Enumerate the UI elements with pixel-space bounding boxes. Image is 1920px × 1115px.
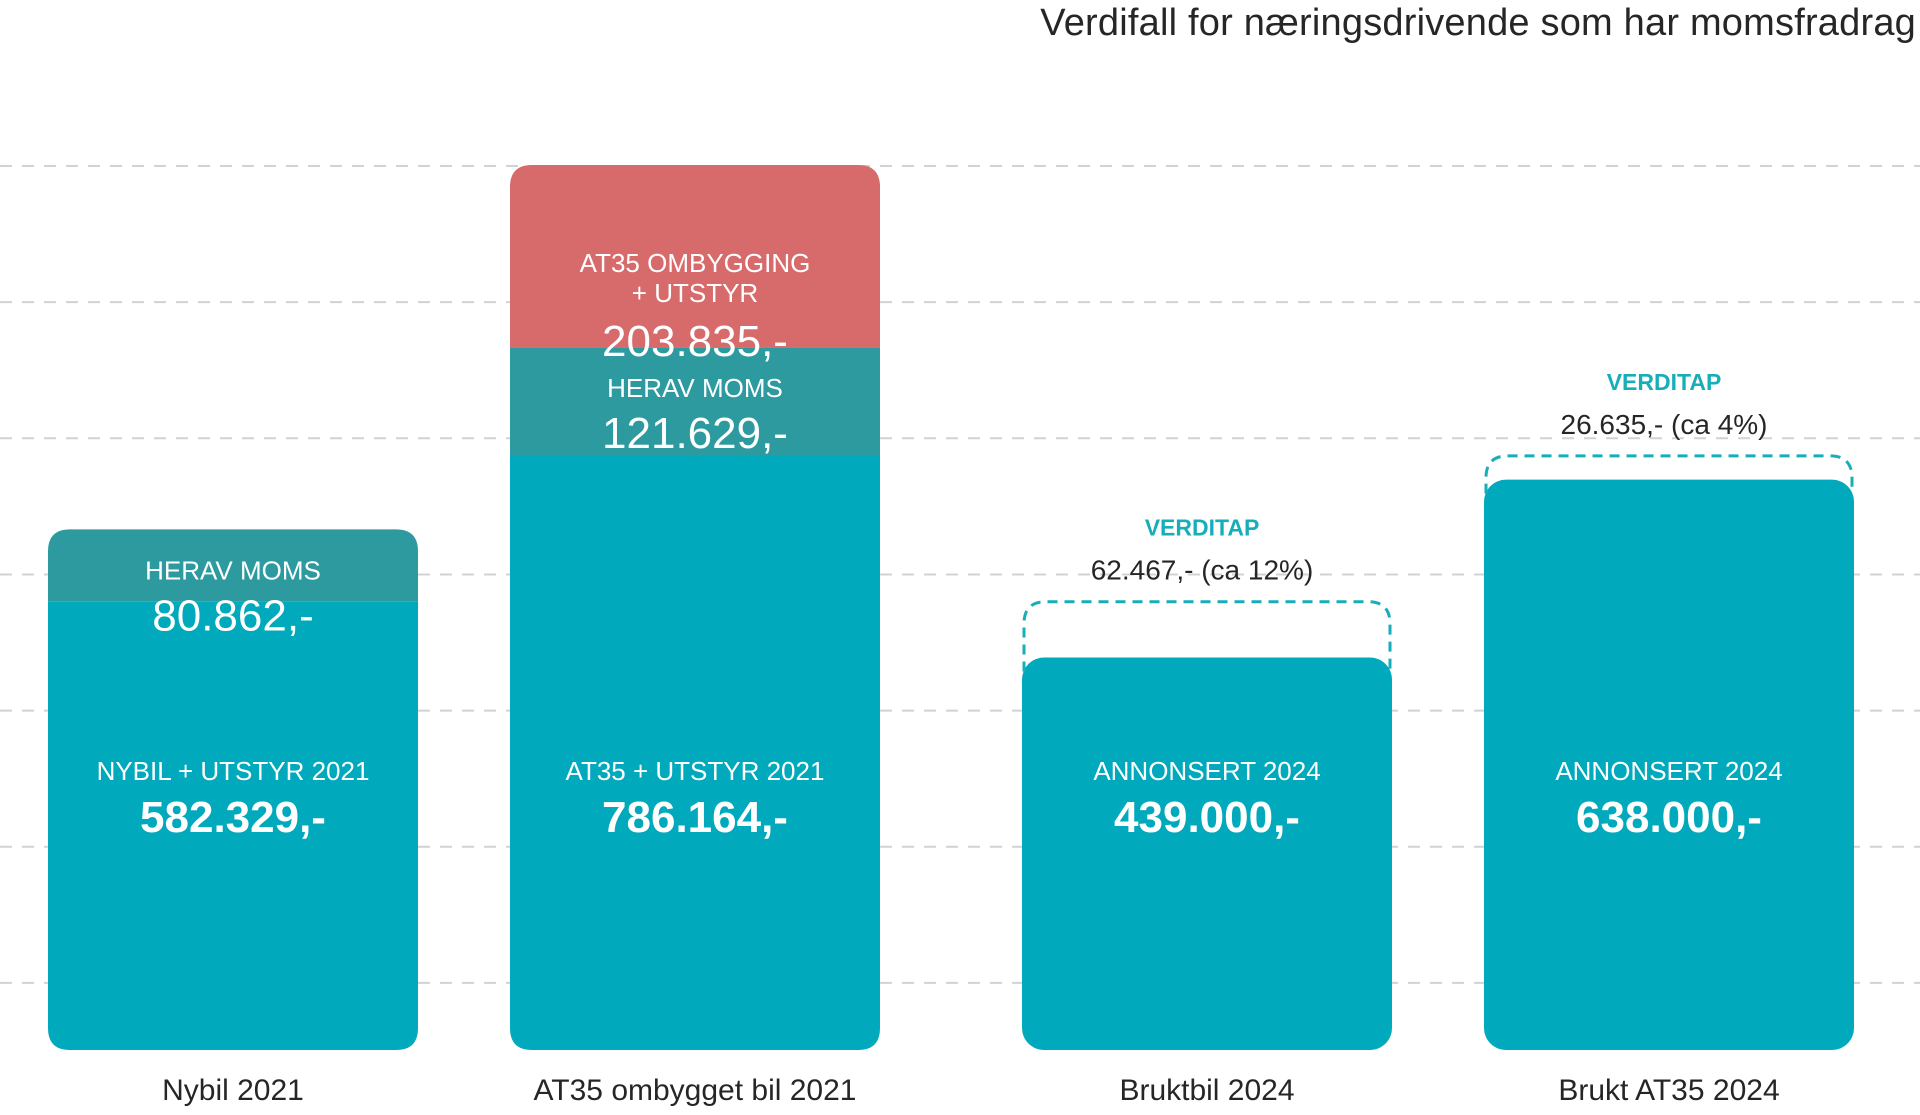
- bar-value-vat: 121.629,-: [602, 409, 788, 458]
- chart-title: Verdifall for næringsdrivende som har mo…: [1040, 2, 1916, 44]
- category-label: Nybil 2021: [162, 1074, 304, 1107]
- bar-label-base: AT35 + UTSTYR 2021: [566, 756, 825, 786]
- bar-value-base: 582.329,-: [140, 793, 326, 842]
- bar-label-conversion: AT35 OMBYGGING: [580, 248, 811, 278]
- bar-label-base: ANNONSERT 2024: [1093, 756, 1320, 786]
- bar-segment-base: [510, 455, 880, 1050]
- loss-bracket: [1484, 454, 1854, 494]
- loss-label: VERDITAP: [1145, 515, 1260, 541]
- category-label: AT35 ombygget bil 2021: [534, 1074, 857, 1107]
- bar-value-base: 439.000,-: [1114, 793, 1300, 842]
- bar-label-conversion: + UTSTYR: [632, 278, 758, 308]
- bar-segment-vat: [48, 529, 418, 602]
- loss-bracket: [1022, 600, 1392, 672]
- bar-label-vat: HERAV MOMS: [607, 373, 783, 403]
- bar-segment-conversion: [510, 165, 880, 348]
- bar-segment-vat: [510, 347, 880, 456]
- loss-value: 26.635,- (ca 4%): [1561, 409, 1768, 440]
- bar-value-base: 638.000,-: [1576, 793, 1762, 842]
- bar-label-vat: HERAV MOMS: [145, 555, 321, 585]
- bar-value-base: 786.164,-: [602, 793, 788, 842]
- bar-segment-base: [1484, 479, 1854, 1050]
- bar-segment-base: [1022, 657, 1392, 1050]
- bar-segment-base: [48, 601, 418, 1050]
- category-label: Bruktbil 2024: [1119, 1074, 1294, 1107]
- loss-value: 62.467,- (ca 12%): [1091, 555, 1314, 586]
- loss-label: VERDITAP: [1607, 369, 1722, 395]
- bar-label-base: ANNONSERT 2024: [1555, 756, 1782, 786]
- bar-value-vat: 80.862,-: [152, 591, 313, 640]
- bar-label-base: NYBIL + UTSTYR 2021: [97, 756, 370, 786]
- bar-value-conversion: 203.835,-: [602, 317, 788, 366]
- category-label: Brukt AT35 2024: [1558, 1074, 1779, 1107]
